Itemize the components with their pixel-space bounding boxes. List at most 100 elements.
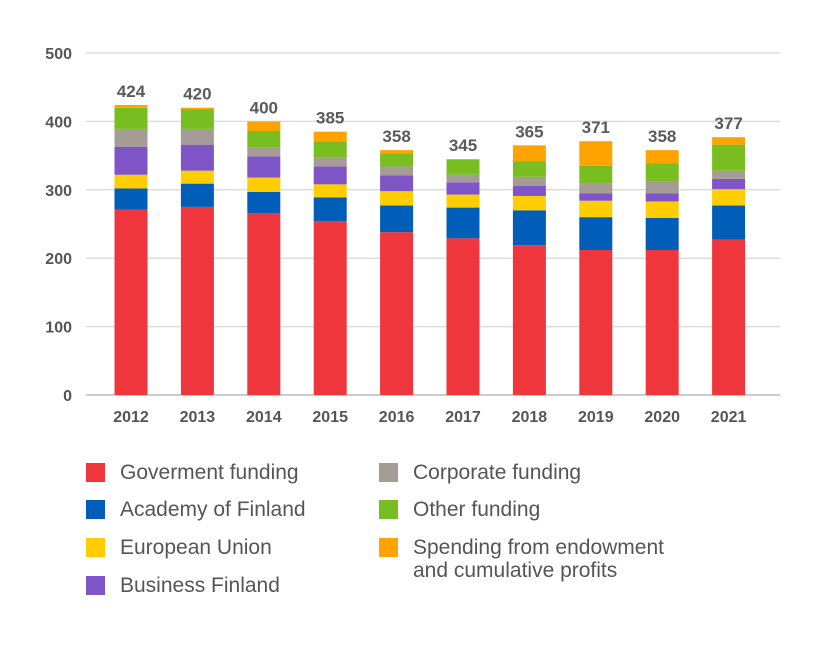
- total-label: 400: [250, 98, 278, 117]
- bar-segment: [512, 145, 546, 162]
- legend-item-other-funding: Other funding: [379, 498, 540, 521]
- bar-segment: [512, 176, 546, 186]
- bar-segment: [380, 153, 414, 167]
- total-label: 365: [515, 122, 543, 141]
- bar-segment: [712, 178, 746, 190]
- bar-segment: [380, 205, 414, 233]
- bar-segment: [512, 185, 546, 196]
- bar-segment: [180, 206, 214, 395]
- y-tick-label: 300: [45, 183, 72, 200]
- bar-segment: [180, 128, 214, 145]
- bar-segment: [180, 109, 214, 129]
- legend-label: Academy of Finland: [120, 498, 306, 521]
- bar-segment: [247, 147, 281, 157]
- bar-segment: [446, 159, 480, 160]
- bar-segment: [579, 165, 613, 184]
- bar-segment: [247, 177, 281, 192]
- bar-segment: [114, 146, 148, 175]
- bar-segment: [313, 157, 347, 167]
- bar-segment: [712, 137, 746, 145]
- bar-segment: [180, 144, 214, 171]
- bar-segment: [712, 144, 746, 171]
- x-tick-label: 2016: [379, 409, 415, 426]
- y-tick-label: 400: [45, 114, 72, 131]
- y-tick-label: 500: [45, 46, 72, 63]
- bar-segment: [247, 191, 281, 214]
- bar-segment: [712, 189, 746, 206]
- x-tick-label: 2012: [113, 409, 149, 426]
- bar-segment: [114, 209, 148, 395]
- bar-segment: [247, 121, 281, 131]
- x-tick-label: 2015: [312, 409, 348, 426]
- bar-segment: [114, 104, 148, 108]
- legend-label-line2: and cumulative profits: [413, 559, 618, 582]
- bar-segment: [579, 141, 613, 166]
- legend-swatch: [86, 576, 105, 595]
- legend-label: Corporate funding: [413, 461, 582, 484]
- bar-segment: [380, 232, 414, 395]
- legend-swatch: [379, 463, 398, 482]
- total-label: 371: [582, 118, 610, 137]
- bar-segment: [512, 210, 546, 246]
- x-tick-label: 2017: [445, 409, 481, 426]
- bar-segment: [712, 170, 746, 179]
- bar-segment: [380, 191, 414, 206]
- total-label: 424: [117, 82, 146, 101]
- bar-segment: [645, 249, 679, 395]
- bar-segment: [712, 239, 746, 395]
- bar-segment: [579, 200, 613, 218]
- bar-segment: [247, 213, 281, 395]
- bar-segment: [512, 161, 546, 177]
- bar-segment: [380, 175, 414, 192]
- bar-segment: [645, 193, 679, 202]
- total-label: 377: [714, 114, 742, 133]
- bar-segment: [579, 249, 613, 395]
- bar-segment: [579, 217, 613, 250]
- total-label: 358: [382, 127, 410, 146]
- bar-segment: [446, 207, 480, 239]
- bar-segment: [512, 195, 546, 211]
- bar-segment: [446, 159, 480, 175]
- legend-swatch: [379, 500, 398, 519]
- bar-segment: [313, 166, 347, 185]
- total-label: 345: [449, 136, 477, 155]
- legend-swatch: [86, 500, 105, 519]
- legend-label: Other funding: [413, 498, 541, 521]
- bar-segment: [114, 188, 148, 210]
- bar-segment: [645, 217, 679, 250]
- legend-swatch: [379, 538, 398, 557]
- bar-segment: [313, 221, 347, 395]
- legend-swatch: [86, 538, 105, 557]
- bar-segment: [446, 174, 480, 183]
- bar-segment: [247, 156, 281, 178]
- legend-swatch: [86, 463, 105, 482]
- bar-segment: [313, 184, 347, 198]
- bar-segment: [446, 182, 480, 195]
- legend-item-european-union: European Union: [86, 536, 272, 559]
- legend-label-line1: Spending from endowment: [413, 536, 664, 559]
- total-label: 420: [183, 85, 211, 104]
- x-tick-label: 2020: [644, 409, 680, 426]
- total-label: 385: [316, 109, 344, 128]
- bar-segment: [579, 193, 613, 201]
- bar-segment: [645, 150, 679, 164]
- bar-segment: [114, 107, 148, 129]
- x-tick-label: 2021: [711, 409, 747, 426]
- bar-segment: [446, 194, 480, 208]
- legend-item-spending-from-endowment: Spending from endowment and cumulative p…: [379, 536, 664, 582]
- bar-segment: [313, 131, 347, 142]
- legend-item-goverment-funding: Goverment funding: [86, 461, 299, 484]
- x-tick-label: 2018: [512, 409, 548, 426]
- y-tick-label: 200: [45, 251, 72, 268]
- legend-item-corporate-funding: Corporate funding: [379, 461, 581, 484]
- bar-segment: [645, 201, 679, 218]
- bar-segment: [712, 205, 746, 240]
- bar-segment: [313, 141, 347, 158]
- bar-segment: [446, 238, 480, 395]
- y-tick-label: 0: [63, 388, 72, 405]
- bar-segment: [313, 197, 347, 222]
- bar-segment: [645, 181, 679, 194]
- legend-label: Business Finland: [120, 574, 280, 597]
- legend-label: European Union: [120, 536, 272, 559]
